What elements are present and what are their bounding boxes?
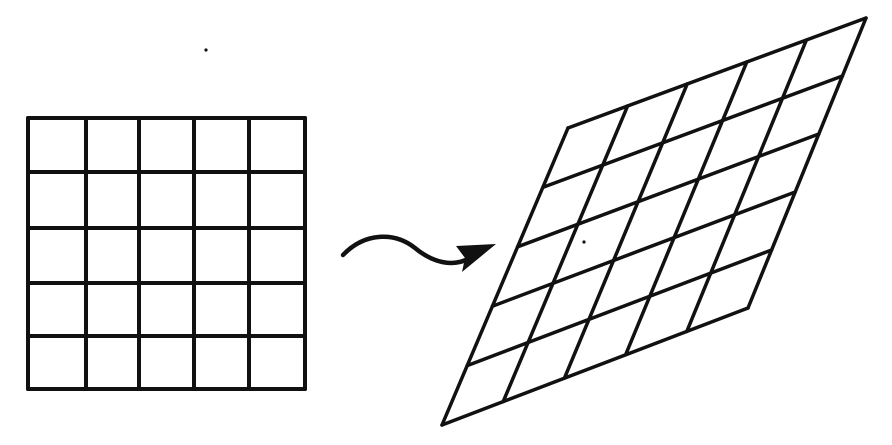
target-grid-row-line [566, 16, 868, 130]
target-grid-column-line [685, 38, 809, 334]
target-grid-column-line [440, 126, 570, 427]
target-grid-row-line [490, 190, 797, 308]
source-grid [26, 116, 307, 391]
target-grid-column-line [562, 82, 689, 380]
target-grid-column-line [623, 60, 749, 357]
target-grid-row-line [465, 248, 774, 368]
arrow-head [456, 244, 496, 272]
transform-arrow [340, 234, 496, 272]
target-grid-row-line [440, 306, 750, 427]
arrow-shaft [340, 234, 473, 266]
stray-dot [582, 240, 586, 244]
target-grid-column-line [501, 104, 630, 404]
target-grid-row-line [541, 74, 845, 190]
stray-dot [204, 48, 208, 52]
target-grid-column-line [746, 16, 868, 310]
target-grid [440, 16, 868, 427]
target-grid-row-line [515, 132, 821, 249]
